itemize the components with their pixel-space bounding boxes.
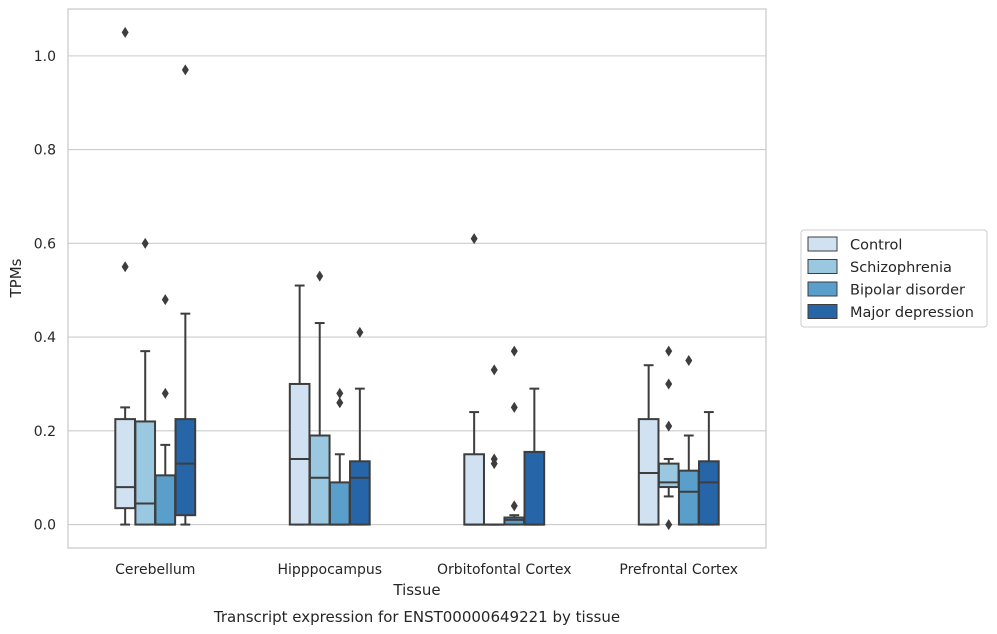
outlier-point (336, 387, 344, 399)
box-schizophrenia (657, 345, 680, 531)
legend-swatch (807, 259, 838, 274)
legend-label: Bipolar disorder (850, 283, 965, 299)
y-axis-ticks: 0.0 0.2 0.4 0.6 0.8 1.0 (34, 49, 56, 534)
box-body (288, 382, 311, 526)
box-body (677, 469, 700, 526)
box-control (114, 26, 136, 526)
outlier-point (161, 294, 169, 306)
y-tick-label: 0.2 (34, 424, 56, 440)
outlier-point (665, 345, 673, 357)
y-tick-label: 1.0 (34, 49, 56, 65)
y-tick-label: 0.8 (34, 143, 56, 159)
box-body (114, 418, 136, 510)
outlier-point (181, 64, 189, 76)
outlier-point (510, 500, 518, 512)
legend-swatch (807, 236, 838, 252)
outlier-point (510, 345, 518, 357)
outlier-point (490, 453, 498, 465)
outlier-point (665, 519, 673, 531)
x-tick-label: Orbitofontal Cortex (437, 562, 572, 578)
box-body (503, 516, 526, 526)
box-bipolar-disorder (328, 387, 351, 526)
x-tick-label: Hipppocampus (277, 562, 382, 578)
box-major-depression (349, 326, 371, 526)
box-body (328, 481, 351, 526)
box-body (523, 450, 546, 526)
box-major-depression (174, 64, 197, 526)
box-body (657, 462, 680, 489)
outlier-point (685, 355, 693, 367)
outlier-point (141, 237, 149, 249)
box-body (637, 418, 660, 526)
outlier-point (470, 233, 478, 245)
chart-caption: Transcript expression for ENST0000064922… (213, 608, 620, 626)
outlier-point (161, 387, 169, 399)
x-tick-label: Cerebellum (115, 562, 195, 578)
box-bipolar-disorder (677, 355, 700, 526)
box-major-depression (523, 387, 546, 526)
x-axis-label: Tissue (392, 581, 440, 599)
box-control (288, 284, 311, 526)
y-tick-label: 0.4 (34, 330, 56, 346)
outlier-point (665, 378, 673, 390)
x-tick-label: Prefrontal Cortex (619, 562, 738, 578)
legend-label: Major depression (850, 305, 974, 321)
legend-label: Schizophrenia (850, 260, 952, 276)
box-major-depression (698, 411, 720, 526)
x-axis-ticks: Cerebellum Hipppocampus Orbitofontal Corte… (115, 562, 738, 578)
box-body (134, 420, 157, 526)
box-body (698, 460, 720, 526)
outlier-point (665, 420, 673, 432)
box-body (154, 474, 177, 526)
outlier-point (356, 326, 364, 338)
outlier-point (316, 270, 324, 282)
box-schizophrenia (308, 270, 331, 526)
box-bipolar-disorder (154, 294, 177, 526)
box-body (174, 418, 197, 517)
outlier-point (336, 397, 344, 409)
box-body (308, 434, 331, 526)
box-body (463, 453, 485, 526)
y-axis-label: TPMs (7, 258, 25, 298)
legend: Control Schizophrenia Bipolar disorder Majo… (800, 229, 988, 328)
box-schizophrenia (134, 237, 157, 526)
box-schizophrenia (483, 364, 506, 526)
legend-swatch (807, 304, 838, 319)
y-tick-label: 0.0 (34, 518, 56, 534)
outlier-point (121, 26, 129, 38)
box-control (463, 233, 485, 526)
legend-label: Control (850, 238, 902, 254)
plot-frame (67, 8, 767, 549)
outlier-point (121, 261, 129, 273)
legend-frame (800, 229, 988, 328)
y-tick-label: 0.6 (34, 236, 56, 252)
legend-swatch (807, 281, 838, 297)
outlier-point (510, 401, 518, 413)
box-body (349, 460, 371, 526)
box-series (114, 26, 720, 531)
outlier-point (490, 364, 498, 376)
